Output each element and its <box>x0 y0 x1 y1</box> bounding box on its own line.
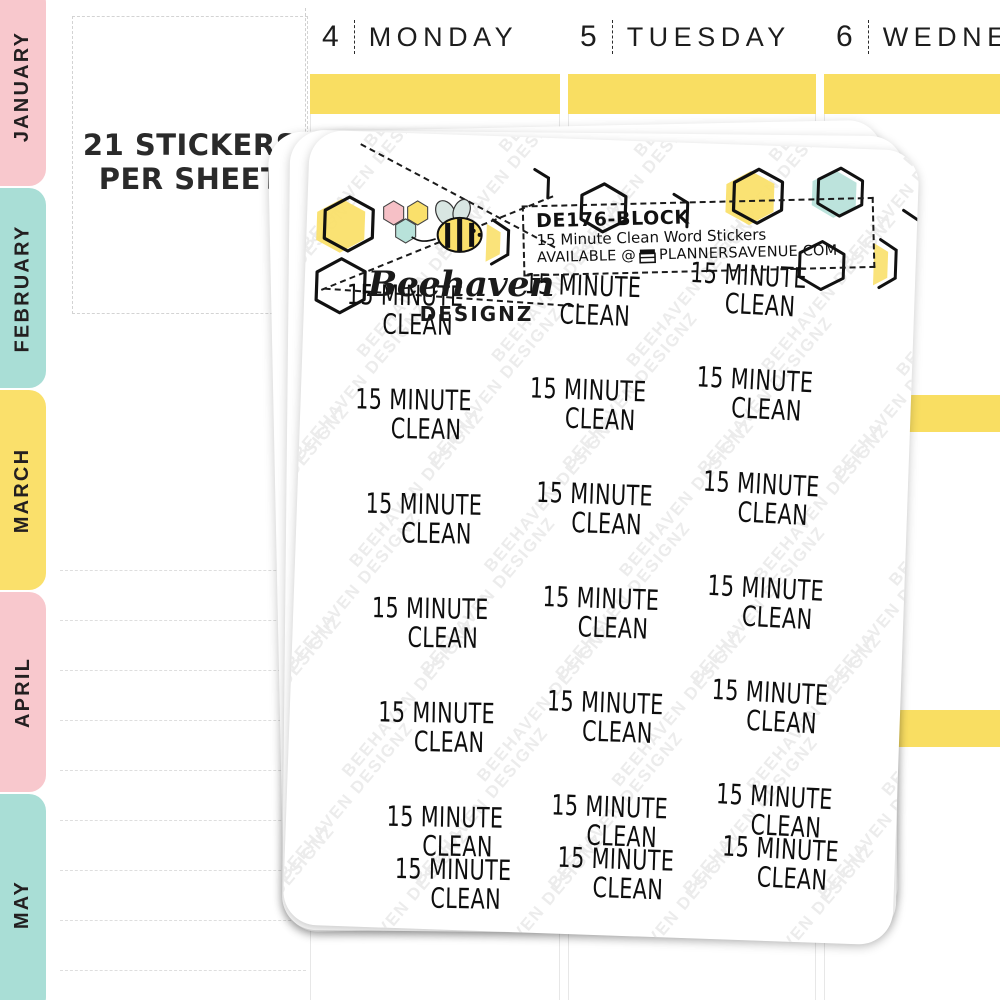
day-header-divider <box>353 20 355 54</box>
product-label: DE176-BLOCK 15 Minute Clean Word Sticker… <box>521 196 876 277</box>
month-tab-label: JANUARY <box>11 30 34 142</box>
sticker-line-2: CLEAN <box>736 495 809 533</box>
day-name: WEDNESDAY <box>882 21 1000 52</box>
hexagon-decor-right <box>725 166 920 292</box>
stickers-count-line: 21 STICKERS <box>82 127 298 162</box>
sticker-line-1: 15 MINUTE <box>371 591 489 627</box>
month-tab-april[interactable]: APRIL <box>0 592 46 792</box>
availability-line: AVAILABLE @ PLANNERSAVENUE.COM <box>537 242 861 267</box>
sticker-item[interactable]: 15 MINUTE CLEAN <box>522 476 666 542</box>
sticker-item[interactable]: 15 MINUTE CLEAN <box>516 371 660 438</box>
month-tab-february[interactable]: FEBRUARY <box>0 188 46 388</box>
note-rule-line <box>60 570 306 571</box>
sticker-item[interactable]: 15 MINUTE CLEAN <box>528 580 672 646</box>
sticker-line-1: 15 MINUTE <box>394 852 512 888</box>
note-rule-line <box>60 620 306 621</box>
month-tab-january[interactable]: JANUARY <box>0 0 46 186</box>
brand-logo: Beehaven DESIGNZ <box>368 191 554 326</box>
day-number: 6 <box>836 20 854 53</box>
sticker-item[interactable]: 15 MINUTE CLEAN <box>381 852 524 916</box>
day-number: 4 <box>322 20 340 53</box>
sticker-sheet-front[interactable]: BEEHAVEN DESIGNZ BEEHAVEN DESIGNZ BEEHAVEN… <box>282 129 920 946</box>
sticker-line-2: CLEAN <box>559 297 631 333</box>
stickers-per-sheet-box: 21 STICKERS PER SHEET <box>72 16 308 314</box>
watermark-text: BEEHAVEN DESIGNZ <box>282 611 346 776</box>
sticker-line-2: CLEAN <box>755 860 829 898</box>
sticker-line-2: CLEAN <box>592 871 664 907</box>
sticker-item[interactable]: 15 MINUTE CLEAN <box>543 841 687 907</box>
per-sheet-line: PER SHEET <box>98 162 282 196</box>
note-rule-line <box>60 670 306 671</box>
sticker-line-2: CLEAN <box>430 881 502 916</box>
day-header-divider <box>867 20 869 54</box>
sticker-line-2: CLEAN <box>723 286 797 324</box>
note-rule-line <box>60 970 306 971</box>
bee-and-honeycomb-icon <box>383 198 483 253</box>
stickers-per-sheet-title: 21 STICKERS PER SHEET <box>83 128 297 196</box>
month-tab-march[interactable]: MARCH <box>0 390 46 590</box>
day-header: 6 WEDNESDAY <box>824 0 1000 74</box>
sticker-line-2: CLEAN <box>400 516 473 551</box>
day-header: 5 TUESDAY <box>568 0 816 74</box>
month-tab-strip: JANUARY FEBRUARY MARCH APRIL MAY <box>0 0 46 1000</box>
sticker-item[interactable]: 15 MINUTE CLEAN <box>688 465 833 533</box>
sticker-item[interactable]: 15 MINUTE CLEAN <box>352 486 495 551</box>
sticker-line-2: CLEAN <box>730 391 803 428</box>
day-header: 4 MONDAY <box>310 0 560 74</box>
day-name: TUESDAY <box>626 21 791 52</box>
day-highlight-block[interactable] <box>824 74 1000 114</box>
sticker-line-2: CLEAN <box>570 506 643 542</box>
sticker-item[interactable]: 15 MINUTE CLEAN <box>358 591 501 656</box>
hexagon-decor-mid <box>485 167 690 266</box>
brand-subtitle: DESIGNZ <box>419 302 534 327</box>
sticker-item[interactable]: 15 MINUTE CLEAN <box>682 360 827 428</box>
availability-prefix: AVAILABLE @ <box>536 247 637 266</box>
day-header-divider <box>611 20 613 54</box>
sticker-line-1: 15 MINUTE <box>378 695 496 731</box>
sticker-line-1: 15 MINUTE <box>365 486 483 522</box>
sticker-item[interactable]: 15 MINUTE CLEAN <box>533 684 677 751</box>
sticker-line-2: CLEAN <box>407 620 479 656</box>
sticker-line-2: CLEAN <box>581 714 654 751</box>
sticker-item[interactable]: 15 MINUTE CLEAN <box>342 382 485 447</box>
day-highlight-block[interactable] <box>310 74 560 114</box>
sticker-item[interactable]: 15 MINUTE CLEAN <box>692 569 837 637</box>
month-tab-label: FEBRUARY <box>11 224 34 352</box>
sticker-line-2: CLEAN <box>745 703 818 741</box>
shop-icon <box>639 249 656 264</box>
sticker-line-1: 15 MINUTE <box>386 799 504 835</box>
day-highlight-block[interactable] <box>568 74 816 114</box>
sticker-item[interactable]: 15 MINUTE CLEAN <box>707 829 852 898</box>
month-tab-may[interactable]: MAY <box>0 794 46 1000</box>
note-rule-line <box>60 870 306 871</box>
month-tab-label: MARCH <box>11 447 34 533</box>
sticker-line-1: 15 MINUTE <box>354 382 473 418</box>
note-rule-line <box>60 720 306 721</box>
day-name: MONDAY <box>368 21 519 52</box>
day-number: 5 <box>580 20 598 53</box>
note-rule-line <box>60 920 306 921</box>
sticker-line-2: CLEAN <box>413 725 485 760</box>
sticker-item[interactable]: 15 MINUTE CLEAN <box>365 695 508 760</box>
note-rule-line <box>60 820 306 821</box>
website-url: PLANNERSAVENUE.COM <box>658 242 838 263</box>
note-rule-line <box>60 770 306 771</box>
hexagon-decor-left <box>314 195 375 315</box>
watermark-text: BEEHAVEN DESIGNZ <box>828 317 920 483</box>
sticker-item[interactable]: 15 MINUTE CLEAN <box>697 673 842 741</box>
sticker-line-2: CLEAN <box>741 599 814 637</box>
sticker-line-2: CLEAN <box>564 401 637 438</box>
sticker-line-2: CLEAN <box>390 412 462 447</box>
month-tab-label: MAY <box>11 879 34 929</box>
month-tab-label: APRIL <box>11 656 34 728</box>
sticker-line-2: CLEAN <box>577 610 649 646</box>
